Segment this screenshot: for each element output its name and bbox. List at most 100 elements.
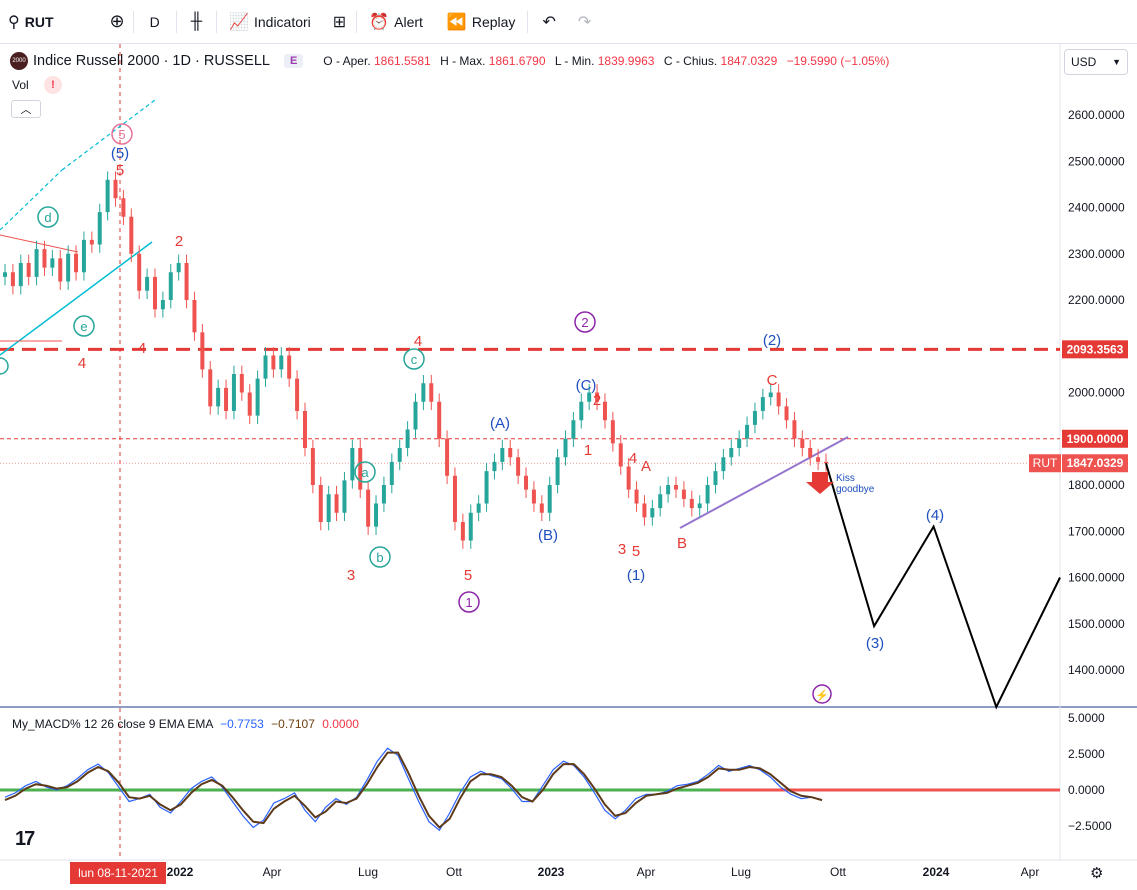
redo-button[interactable]: ↷ bbox=[570, 0, 599, 44]
compare-button[interactable]: ⊕ bbox=[102, 0, 133, 44]
wave-circle-label: 5 bbox=[118, 127, 125, 142]
wave-label: (2) bbox=[763, 332, 781, 349]
toolbar-divider bbox=[216, 10, 218, 33]
earnings-badge[interactable]: E bbox=[283, 54, 304, 68]
layout-button[interactable]: ⊞ bbox=[323, 0, 356, 44]
candle-body bbox=[113, 179, 118, 199]
undo-icon: ↶ bbox=[542, 13, 556, 31]
wave-circle-label: e bbox=[80, 319, 87, 334]
wave-label: 3 bbox=[618, 541, 626, 558]
wave-label: 4 bbox=[629, 450, 637, 467]
candle-body bbox=[318, 485, 323, 522]
wave-label: C bbox=[767, 372, 778, 389]
projection-path bbox=[825, 463, 1061, 710]
low-label: L - Min. bbox=[554, 54, 595, 68]
plus-circle-icon: ⊕ bbox=[109, 11, 125, 31]
price-tick-label: 1600.0000 bbox=[1068, 571, 1125, 585]
candle-body bbox=[310, 448, 315, 485]
price-tick-label: 1800.0000 bbox=[1068, 478, 1125, 492]
wave-circle-label: b bbox=[376, 550, 383, 565]
ohlc-values: O - Aper. 1861.5581 H - Max. 1861.6790 L… bbox=[323, 54, 895, 68]
wave-label: 3 bbox=[347, 567, 355, 584]
candle-body bbox=[381, 485, 386, 504]
lightning-glyph: ⚡ bbox=[815, 689, 829, 702]
candle-body bbox=[689, 498, 694, 509]
series-legend: 2000 Indice Russell 2000 · 1D · RUSSELL … bbox=[10, 52, 895, 70]
high-label: H - Max. bbox=[440, 54, 486, 68]
macd-tick-label: −2.5000 bbox=[1068, 819, 1112, 833]
chart-type-button[interactable]: ╫ bbox=[177, 0, 216, 44]
macd-tick-label: 2.5000 bbox=[1068, 747, 1105, 761]
candles-icon: ╫ bbox=[190, 12, 203, 30]
wave-circle bbox=[37, 206, 59, 228]
candle-body bbox=[563, 438, 568, 458]
wave-label: 1 bbox=[584, 442, 592, 459]
volume-label[interactable]: Vol bbox=[12, 78, 29, 92]
candle-body bbox=[737, 438, 742, 448]
candle-body bbox=[168, 272, 173, 300]
wave-label: (5) bbox=[111, 145, 129, 162]
candle-body bbox=[295, 378, 300, 411]
candle-body bbox=[58, 258, 63, 282]
wave-circle bbox=[403, 348, 425, 370]
candle-body bbox=[531, 489, 536, 504]
chevron-down-icon: ▼ bbox=[1112, 57, 1121, 67]
symbol-search[interactable]: ⚲ RUT bbox=[0, 0, 62, 44]
toolbar-divider bbox=[175, 10, 177, 33]
wave-label: 5 bbox=[116, 162, 124, 179]
candle-body bbox=[681, 489, 686, 499]
wave-label: 2 bbox=[175, 233, 183, 250]
chevron-up-icon: ︿ bbox=[20, 104, 32, 116]
candle-body bbox=[26, 263, 31, 277]
candle-body bbox=[602, 401, 607, 421]
candle-body bbox=[539, 503, 544, 513]
candle-body bbox=[816, 457, 821, 462]
candle-body bbox=[405, 429, 410, 448]
volume-warning-icon[interactable]: ! bbox=[44, 76, 62, 94]
candle-body bbox=[642, 503, 647, 518]
tradingview-logo[interactable]: 17 bbox=[15, 828, 35, 850]
series-title[interactable]: Indice Russell 2000 · 1D · RUSSELL bbox=[33, 53, 270, 69]
candle-body bbox=[524, 475, 529, 490]
chart-area[interactable]: 2600.0000 2500.0000 2400.0000 2300.0000 2200… bbox=[0, 44, 1137, 890]
symbol-badge bbox=[1029, 454, 1061, 473]
trend-support-line bbox=[679, 436, 849, 529]
price-tick-label: 2500.0000 bbox=[1068, 154, 1125, 168]
candle-body bbox=[374, 503, 379, 527]
chart-canvas[interactable]: 2600.00002500.00002400.00002300.00002200… bbox=[0, 44, 1137, 890]
indicators-icon: 📈 bbox=[229, 13, 249, 31]
price-tick-label: 1500.0000 bbox=[1068, 617, 1125, 631]
candle-body bbox=[745, 424, 750, 439]
macd-tick-label: 5.0000 bbox=[1068, 711, 1105, 725]
search-icon: ⚲ bbox=[8, 13, 20, 31]
wave-label: B bbox=[677, 535, 687, 552]
candle-body bbox=[824, 461, 828, 464]
collapse-legend-button[interactable]: ︿ bbox=[11, 100, 41, 118]
wave-label: A bbox=[641, 458, 651, 475]
settings-gear-icon[interactable]: ⚙ bbox=[1090, 865, 1104, 882]
low-value: 1839.9963 bbox=[597, 54, 655, 68]
currency-select[interactable]: USD ▼ bbox=[1064, 49, 1128, 75]
candle-body bbox=[658, 494, 663, 509]
candle-body bbox=[160, 300, 165, 310]
wave-circle-label: d bbox=[44, 210, 51, 225]
change-value: −19.5990 (−1.05%) bbox=[786, 54, 890, 68]
time-tick-label: 2023 bbox=[538, 865, 565, 879]
alert-button[interactable]: ⏰ Alert bbox=[357, 0, 435, 44]
candle-body bbox=[421, 383, 426, 402]
channel-upper-dashed bbox=[0, 169, 63, 231]
candle-body bbox=[752, 411, 757, 425]
macd-legend[interactable]: My_MACD% 12 26 close 9 EMA EMA −0.7753 −… bbox=[12, 717, 359, 731]
interval-button[interactable]: D bbox=[134, 0, 176, 44]
alert-label: Alert bbox=[394, 13, 423, 30]
wave-label: (B) bbox=[538, 527, 558, 544]
candle-body bbox=[239, 374, 244, 393]
close-value: 1847.0329 bbox=[720, 54, 778, 68]
candle-body bbox=[674, 485, 679, 490]
undo-button[interactable]: ↶ bbox=[528, 0, 569, 44]
candle-body bbox=[571, 420, 576, 439]
indicators-button[interactable]: 📈 Indicatori bbox=[217, 0, 323, 44]
candle-body bbox=[358, 448, 363, 490]
replay-button[interactable]: ⏪ Replay bbox=[435, 0, 528, 44]
time-tick-label: 2024 bbox=[923, 865, 950, 879]
